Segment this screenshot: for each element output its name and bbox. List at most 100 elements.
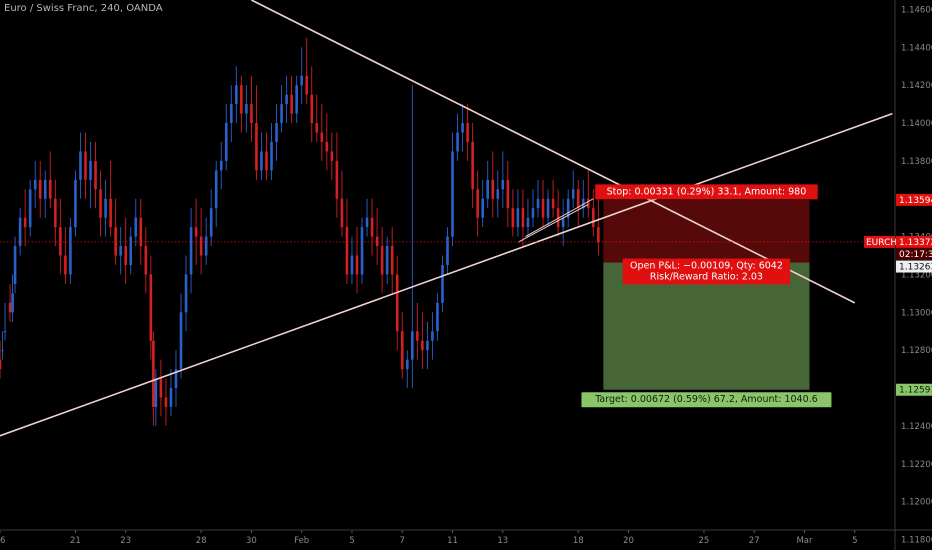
candle-body[interactable] [280,104,283,124]
candle-body[interactable] [571,189,575,199]
trendline-flag-upper[interactable] [525,198,594,238]
candle-body[interactable] [531,208,535,218]
candle-body[interactable] [13,246,17,284]
pnl-label[interactable]: Open P&L: −0.00109, Qty: 6042Risk/Reward… [622,258,791,285]
candle-body[interactable] [270,141,273,171]
trendline-ascending[interactable] [0,112,893,445]
candle-body[interactable] [74,179,77,228]
candle-body[interactable] [54,198,57,228]
candle-body[interactable] [199,236,203,256]
candle-body[interactable] [586,198,590,209]
candle-body[interactable] [33,179,37,190]
candle-body[interactable] [275,123,278,142]
candle-body[interactable] [219,160,223,171]
candle-body[interactable] [506,179,510,209]
candle-body[interactable] [561,217,565,228]
candle-body[interactable] [152,340,155,407]
candle-body[interactable] [11,293,14,313]
candle-body[interactable] [240,85,243,114]
candle-body[interactable] [360,227,364,275]
candle-body[interactable] [395,274,399,332]
candle-body[interactable] [436,302,439,332]
candle-body[interactable] [209,208,213,237]
candle-body[interactable] [486,179,490,199]
candle-body[interactable] [456,132,459,152]
candle-body[interactable] [184,274,188,313]
candle-body[interactable] [204,236,208,256]
candle-body[interactable] [471,141,474,190]
candle-body[interactable] [385,246,389,275]
candle-body[interactable] [426,340,429,351]
candle-body[interactable] [325,141,329,152]
stop-label[interactable]: Stop: 0.00331 (0.29%) 33.1, Amount: 980 [595,184,818,200]
candle-body[interactable] [109,198,112,228]
candle-body[interactable] [164,397,168,407]
candle-body[interactable] [260,151,263,171]
candle-body[interactable] [18,217,22,247]
candle-body[interactable] [89,160,92,180]
candle-body[interactable] [416,331,419,341]
candle-body[interactable] [466,123,469,142]
candle-body[interactable] [134,217,138,237]
candle-body[interactable] [566,198,570,218]
candle-body[interactable] [481,198,484,218]
candle-body[interactable] [94,160,97,190]
candle-body[interactable] [330,151,334,161]
candle-body[interactable] [576,189,580,209]
candle-body[interactable] [64,255,67,275]
candle-body[interactable] [592,208,595,228]
candle-body[interactable] [144,246,148,275]
candle-body[interactable] [476,189,479,218]
candle-body[interactable] [355,255,359,275]
candle-body[interactable] [390,246,394,275]
candle-body[interactable] [521,208,525,228]
candle-body[interactable] [290,94,293,114]
candle-body[interactable] [340,198,344,228]
candle-body[interactable] [159,378,163,398]
candle-body[interactable] [169,388,173,407]
candle-body[interactable] [370,217,374,237]
candle-body[interactable] [129,236,133,265]
candle-body[interactable] [421,340,424,351]
candle-body[interactable] [255,123,258,171]
candle-body[interactable] [139,217,143,247]
candle-body[interactable] [114,227,117,256]
candle-body[interactable] [224,123,228,161]
candle-body[interactable] [536,198,540,209]
candle-body[interactable] [345,227,349,275]
candle-body[interactable] [411,331,414,360]
candle-body[interactable] [320,132,324,142]
target-label[interactable]: Target: 0.00672 (0.59%) 67.2, Amount: 10… [581,392,832,408]
candle-body[interactable] [28,189,32,228]
candle-body[interactable] [265,151,268,171]
candle-body[interactable] [250,104,253,124]
stop-zone[interactable] [603,199,810,263]
candle-body[interactable] [229,104,233,124]
candle-body[interactable] [380,246,384,275]
candle-body[interactable] [496,189,500,199]
candle-body[interactable] [235,85,238,105]
candle-body[interactable] [400,331,404,370]
trendline-descending[interactable] [251,0,856,304]
candle-body[interactable] [305,75,309,95]
candle-body[interactable] [48,179,52,199]
candle-body[interactable] [104,198,107,218]
candle-body[interactable] [315,123,319,133]
candle-body[interactable] [375,236,379,247]
candle-body[interactable] [556,208,560,228]
candle-body[interactable] [0,359,2,370]
candle-body[interactable] [451,151,454,237]
candle-body[interactable] [461,123,464,133]
candle-body[interactable] [541,198,545,218]
trendline-flag-lower[interactable] [517,203,589,243]
candle-body[interactable] [1,350,4,352]
candle-body[interactable] [79,151,82,180]
candle-body[interactable] [3,331,7,333]
candle-body[interactable] [84,151,87,180]
candle-body[interactable] [526,217,530,228]
candle-body[interactable] [431,331,434,341]
candle-body[interactable] [179,312,183,370]
candle-body[interactable] [516,208,520,228]
candle-body[interactable] [214,170,218,209]
candle-body[interactable] [405,359,409,370]
